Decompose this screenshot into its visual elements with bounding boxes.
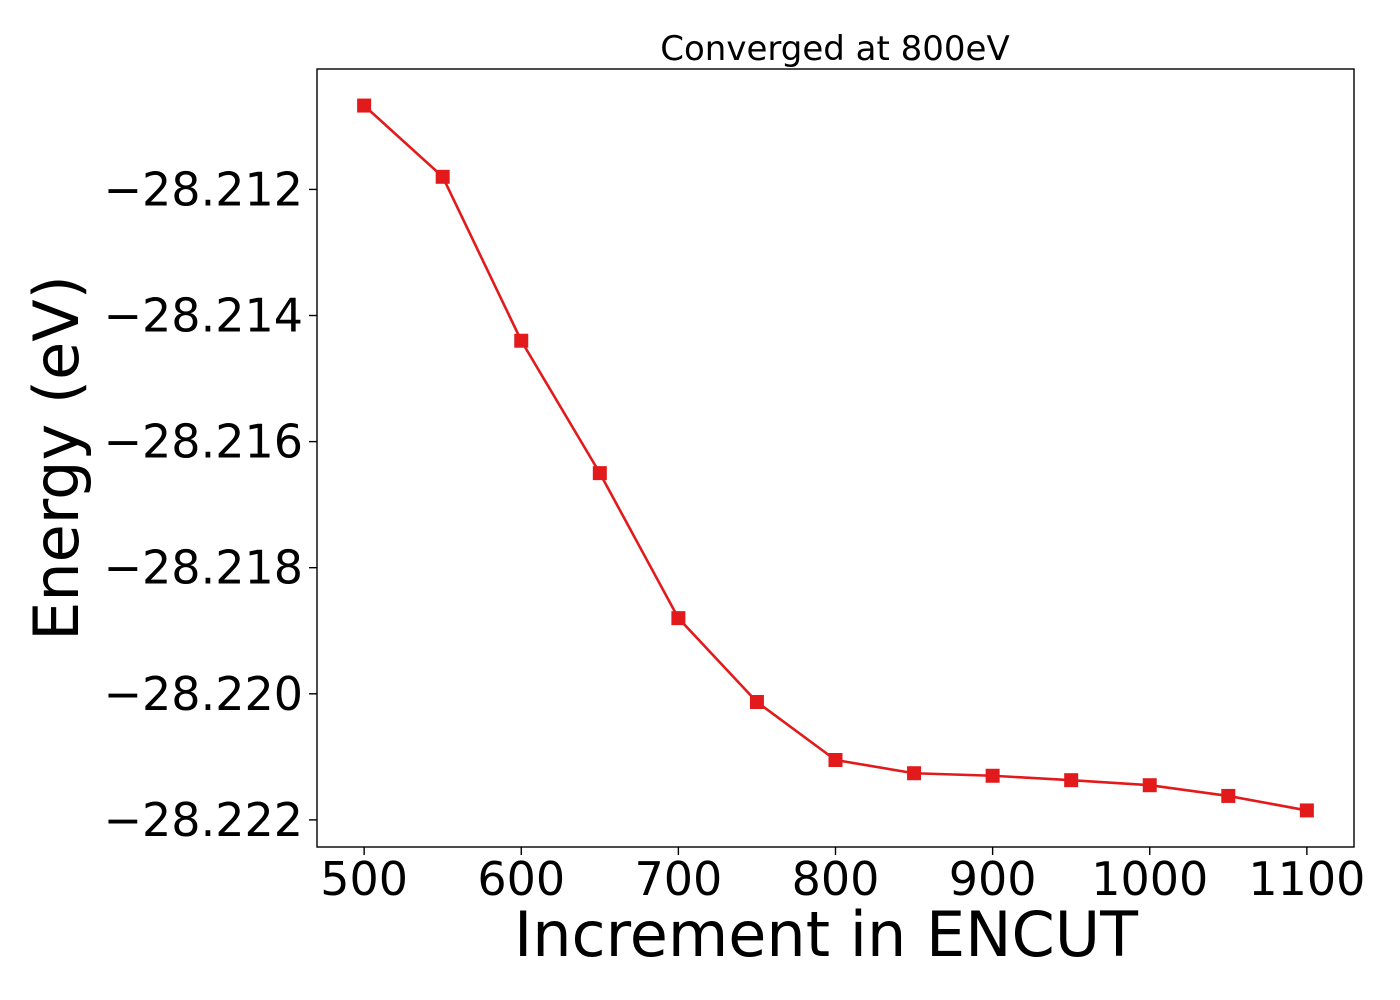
plot-area-frame	[316, 68, 1355, 848]
data-point-marker	[828, 752, 843, 767]
y-axis: −28.212 −28.214 −28.216 −28.218 −28.220 −28.2…	[104, 162, 317, 847]
x-axis-title: Increment in ENCUT	[514, 898, 1139, 971]
y-tick-label: −28.216	[104, 415, 304, 469]
x-tick-label: 700	[634, 852, 722, 906]
data-point-marker	[907, 766, 922, 781]
y-tick-label: −28.218	[104, 541, 304, 595]
data-point-marker	[1064, 773, 1079, 788]
data-point-marker	[1142, 778, 1157, 793]
data-point-marker	[1299, 803, 1314, 818]
x-tick-label: 800	[792, 852, 880, 906]
x-tick-label: 1100	[1248, 852, 1365, 906]
data-point-marker	[435, 169, 450, 184]
data-point-marker	[357, 98, 372, 113]
x-tick-label: 900	[949, 852, 1037, 906]
data-point-marker	[985, 768, 1000, 783]
x-tick-label: 600	[477, 852, 565, 906]
y-tick-label: −28.220	[104, 667, 304, 721]
data-point-marker	[1221, 788, 1236, 803]
y-tick-label: −28.214	[104, 289, 304, 343]
y-tick-label: −28.222	[104, 793, 304, 847]
chart-title: Converged at 800eV	[660, 29, 1009, 69]
y-tick-label: −28.212	[104, 162, 304, 216]
series-line	[363, 104, 1308, 812]
data-point-marker	[592, 466, 607, 481]
data-point-marker	[671, 611, 686, 626]
x-tick-label: 500	[320, 852, 408, 906]
y-axis-title: Energy (eV)	[20, 275, 93, 641]
data-point-marker	[749, 694, 764, 709]
series-energy	[357, 98, 1314, 818]
x-tick-label: 1000	[1091, 852, 1208, 906]
x-axis: 500 600 700 800 900 1000 1100	[320, 847, 1365, 906]
data-point-marker	[514, 333, 529, 348]
